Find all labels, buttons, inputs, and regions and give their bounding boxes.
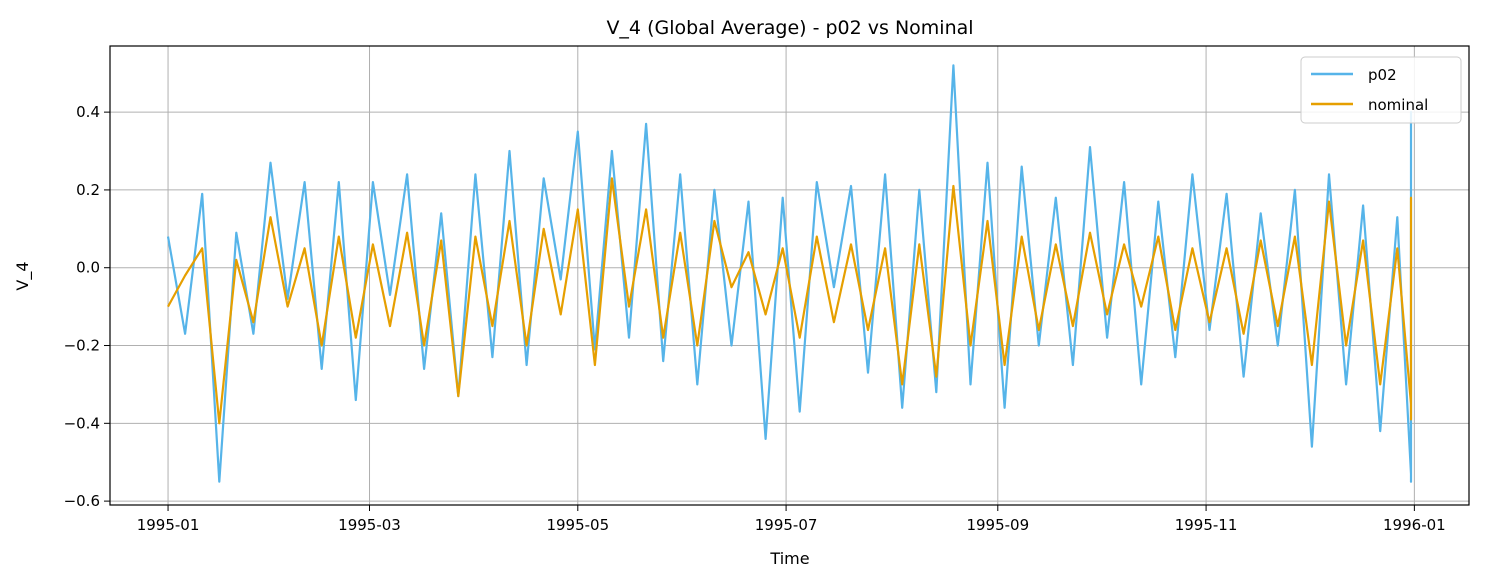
x-tick-label: 1995-01 [137, 516, 200, 534]
plot-frame [109, 45, 1470, 506]
x-tick-label: 1995-09 [966, 516, 1029, 534]
grid [110, 46, 1469, 505]
x-tick-label: 1995-03 [338, 516, 401, 534]
ticks: −0.6 −0.4 −0.2 0.0 0.2 0.4 1995-01 1995-03 1995-… [64, 103, 1446, 534]
chart-title: V_4 (Global Average) - p02 vs Nominal [606, 17, 973, 39]
x-tick-label: 1996-01 [1383, 516, 1446, 534]
legend: p02 nominal [1300, 56, 1462, 124]
legend-label-p02: p02 [1368, 66, 1397, 84]
x-tick-label: 1995-07 [755, 516, 818, 534]
y-tick-label: 0.4 [76, 103, 100, 121]
y-tick-label: −0.2 [64, 337, 100, 355]
x-axis-label: Time [769, 549, 809, 568]
y-tick-label: 0.0 [76, 259, 100, 277]
series-layer [166, 64, 1413, 483]
legend-label-nominal: nominal [1368, 96, 1428, 114]
y-tick-label: −0.6 [64, 492, 100, 510]
x-tick-label: 1995-11 [1175, 516, 1238, 534]
x-tick-label: 1995-05 [546, 516, 609, 534]
y-axis-label: V_4 [13, 261, 33, 290]
series-line-nominal [167, 177, 1413, 425]
y-tick-label: −0.4 [64, 414, 100, 432]
y-tick-label: 0.2 [76, 181, 100, 199]
